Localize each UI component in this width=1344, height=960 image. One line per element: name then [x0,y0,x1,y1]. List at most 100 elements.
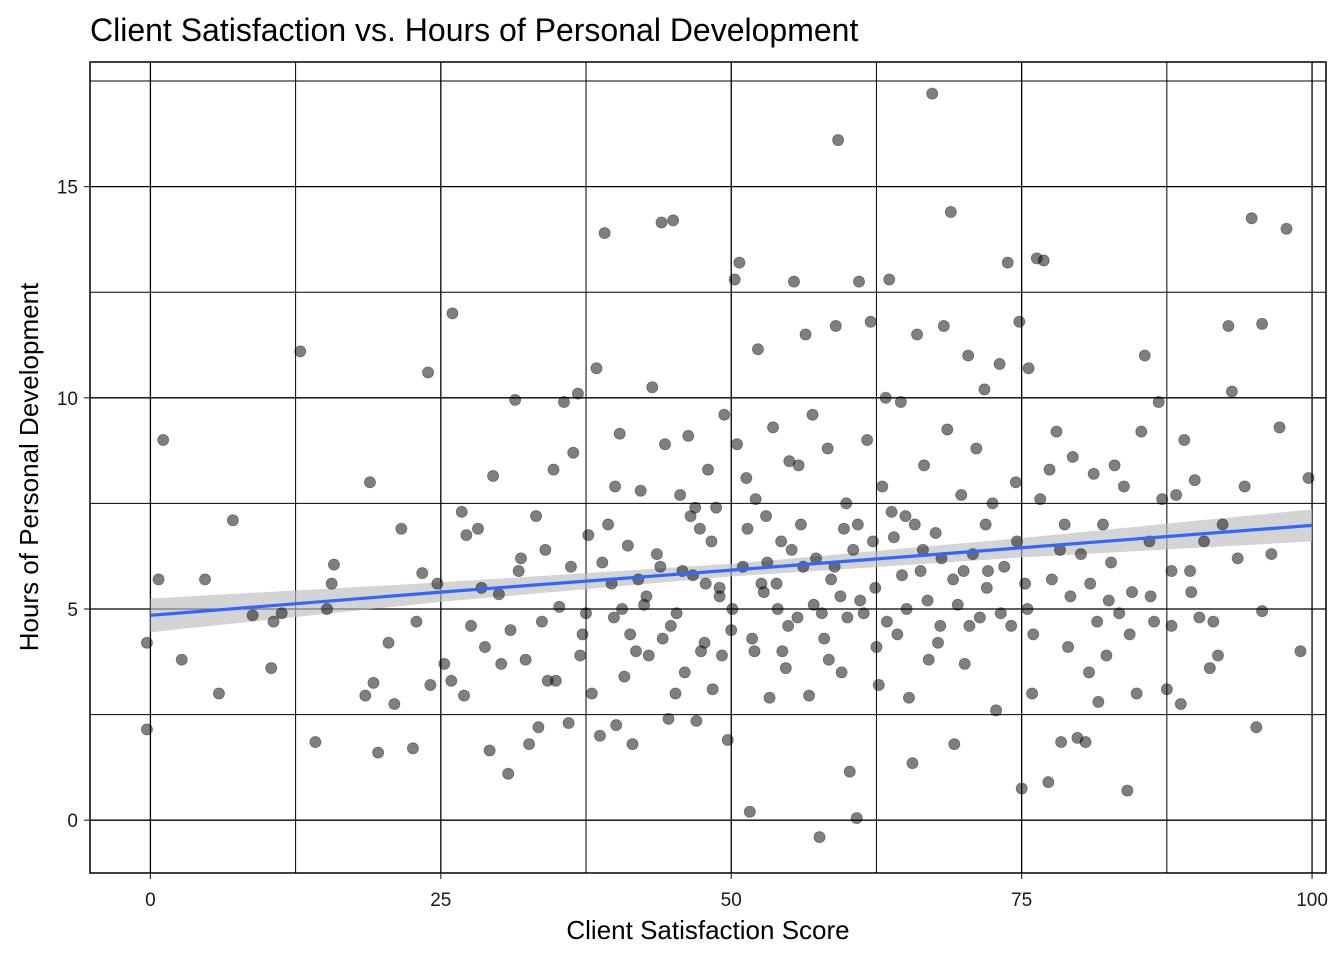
data-point [776,645,789,658]
data-point [596,556,609,569]
data-point [674,488,687,501]
data-point [850,812,863,825]
data-point [880,615,893,628]
data-point [791,611,804,624]
data-point [446,307,459,320]
data-point [593,729,606,742]
data-point [1256,317,1269,330]
data-point [424,679,437,692]
data-point [914,564,927,577]
data-point [733,256,746,269]
data-point [857,607,870,620]
data-point [1055,736,1068,749]
data-point [1231,552,1244,565]
data-point [1144,590,1157,603]
data-point [634,484,647,497]
data-point [1064,590,1077,603]
data-point [829,319,842,332]
data-point [854,594,867,607]
data-point [870,641,883,654]
data-point [1188,474,1201,487]
data-point [659,438,672,451]
data-point [465,619,478,632]
data-point [725,624,738,637]
data-point [743,805,756,818]
data-point [1019,577,1032,590]
data-point [624,628,637,641]
data-point [455,505,468,518]
data-point [941,423,954,436]
data-point [740,472,753,485]
data-point [822,653,835,666]
data-point [1130,687,1143,700]
y-tick-label: 10 [57,389,78,410]
data-point [981,564,994,577]
y-tick-label: 0 [67,811,78,832]
data-point [1087,467,1100,480]
data-point [487,469,500,482]
data-point [140,723,153,736]
data-point [1001,256,1014,269]
data-point [1222,319,1235,332]
data-point [1160,683,1173,696]
minor-gridlines [90,62,1326,873]
data-point [246,609,259,622]
data-point [576,628,589,641]
data-point [731,438,744,451]
data-point [1256,605,1269,618]
data-point [1126,586,1139,599]
data-points [140,87,1315,844]
data-point [629,645,642,658]
data-point [1135,425,1148,438]
data-point [853,275,866,288]
data-point [799,328,812,341]
data-point [955,488,968,501]
data-point [621,539,634,552]
data-point [779,662,792,675]
data-point [1108,459,1121,472]
data-point [929,526,942,539]
data-point [1225,385,1238,398]
data-point [1198,535,1211,548]
data-point [512,564,525,577]
data-point [1184,564,1197,577]
data-point [963,619,976,632]
data-point [382,636,395,649]
data-point [847,543,860,556]
data-point [445,674,458,687]
data-point [1273,421,1286,434]
data-point [803,689,816,702]
data-point [782,619,795,632]
data-point [564,560,577,573]
data-point [706,683,719,696]
data-point [574,649,587,662]
data-point [1211,649,1224,662]
data-point [710,501,723,514]
data-point [895,569,908,582]
data-point [1022,362,1035,375]
data-point [994,607,1007,620]
data-point [654,560,667,573]
data-point [866,535,879,548]
data-point [794,518,807,531]
data-point [837,522,850,535]
data-point [1216,518,1229,531]
data-point [1037,254,1050,267]
data-point [416,567,429,580]
data-point [934,619,947,632]
data-point [1027,628,1040,641]
data-point [818,632,831,645]
data-point [626,738,639,751]
data-point [695,645,708,658]
data-point [152,573,165,586]
data-point [702,463,715,476]
data-point [367,676,380,689]
data-point [775,535,788,548]
data-point [667,214,680,227]
x-axis-ticks: 0 25 50 75 100 [145,873,1328,911]
data-point [958,657,971,670]
data-point [1121,784,1134,797]
data-point [1148,615,1161,628]
data-point [1026,687,1039,700]
data-point [749,493,762,506]
